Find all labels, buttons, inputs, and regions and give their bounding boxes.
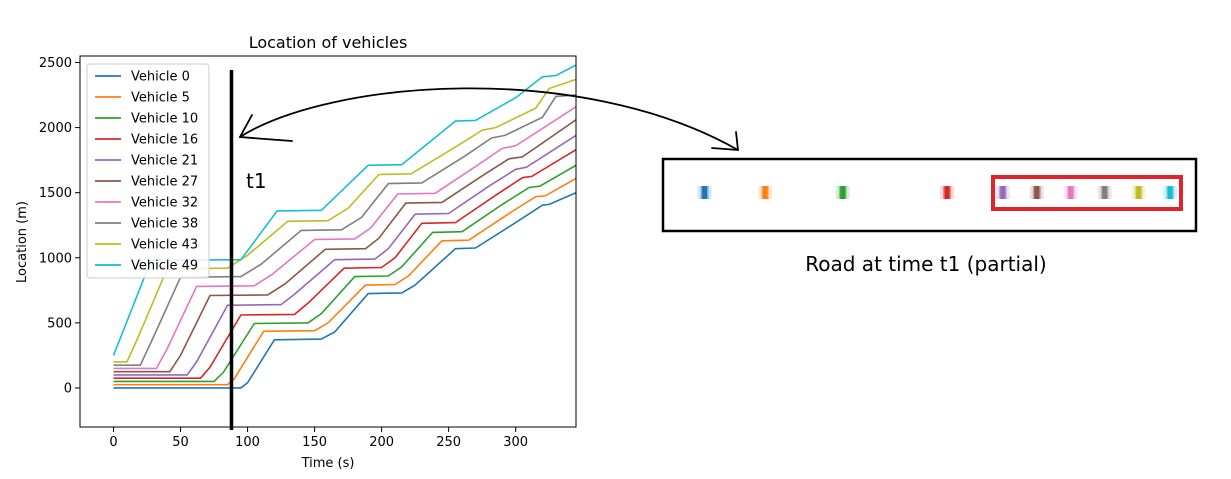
- x-tick-label: 300: [503, 435, 528, 450]
- x-tick-label: 0: [109, 435, 117, 450]
- chart: Location of vehicles 0 50 100 150 200 250 300 …: [15, 33, 577, 471]
- road-vehicle: [1131, 186, 1146, 199]
- road-vehicle: [1063, 186, 1078, 199]
- y-tick-label: 0: [64, 381, 72, 396]
- legend-label: Vehicle 38: [131, 217, 198, 232]
- legend-label: Vehicle 27: [131, 175, 198, 190]
- series-line-4: [113, 134, 576, 376]
- road-vehicle: [1097, 186, 1112, 199]
- x-axis: 0 50 100 150 200 250 300: [109, 427, 528, 450]
- legend-label: Vehicle 21: [131, 154, 198, 169]
- plot-lines: [112, 64, 576, 389]
- road-vehicle: [697, 186, 712, 199]
- y-axis: 0 500 1000 1500 2000 2500: [39, 56, 80, 396]
- x-tick-label: 200: [369, 435, 394, 450]
- legend-items: Vehicle 0 Vehicle 5 Vehicle 10 Vehicle 16 Ve…: [95, 70, 198, 274]
- plot-frame: [79, 55, 577, 428]
- legend-label: Vehicle 16: [131, 133, 198, 148]
- legend: Vehicle 0 Vehicle 5 Vehicle 10 Vehicle 16 Ve…: [86, 63, 210, 279]
- legend-label: Vehicle 32: [131, 196, 198, 211]
- road-vehicle: [995, 186, 1010, 199]
- connector-curve: [239, 87, 739, 151]
- road-vehicle: [1029, 186, 1044, 199]
- road-diagram: Road at time t1 (partial): [661, 157, 1198, 276]
- legend-label: Vehicle 0: [131, 70, 190, 85]
- y-tick-label: 1500: [39, 186, 72, 201]
- arrowhead-right-top: [735, 131, 739, 151]
- series-line-0: [113, 191, 576, 389]
- series-line-2: [113, 164, 576, 383]
- y-tick-label: 2500: [39, 56, 72, 71]
- x-tick-label: 100: [235, 435, 260, 450]
- y-tick-label: 1000: [39, 251, 72, 266]
- highlight-box: [991, 175, 1183, 211]
- legend-label: Vehicle 10: [131, 112, 198, 127]
- legend-label: Vehicle 49: [131, 259, 198, 274]
- series-line-7: [113, 94, 576, 366]
- chart-title: Location of vehicles: [249, 33, 408, 52]
- x-tick-label: 50: [172, 435, 189, 450]
- road-caption: Road at time t1 (partial): [805, 252, 1046, 276]
- arrowhead-right-bottom: [711, 147, 739, 151]
- legend-label: Vehicle 5: [131, 91, 190, 106]
- x-tick-label: 250: [436, 435, 461, 450]
- series-line-6: [113, 106, 576, 370]
- arrowhead-left-top: [239, 114, 253, 138]
- arrowhead-left-bottom: [239, 136, 293, 142]
- series-line-8: [113, 78, 576, 363]
- double-arrow-annotation: [239, 87, 739, 151]
- road-vehicle: [1163, 186, 1178, 199]
- series-line-3: [113, 149, 576, 379]
- road-vehicle: [835, 186, 850, 199]
- road-vehicle: [758, 186, 773, 199]
- y-axis-title: Location (m): [15, 201, 30, 283]
- road-vehicle: [940, 186, 955, 199]
- series-line-9: [112, 64, 576, 356]
- y-tick-label: 500: [47, 316, 72, 331]
- x-tick-label: 150: [302, 435, 327, 450]
- road-vehicles: [697, 186, 1178, 199]
- road-box: [661, 157, 1198, 233]
- t1-label: t1: [246, 169, 267, 193]
- series-line-1: [113, 177, 576, 386]
- y-tick-label: 2000: [39, 121, 72, 136]
- series-line-5: [113, 119, 576, 373]
- legend-label: Vehicle 43: [131, 238, 198, 253]
- x-axis-title: Time (s): [301, 456, 355, 471]
